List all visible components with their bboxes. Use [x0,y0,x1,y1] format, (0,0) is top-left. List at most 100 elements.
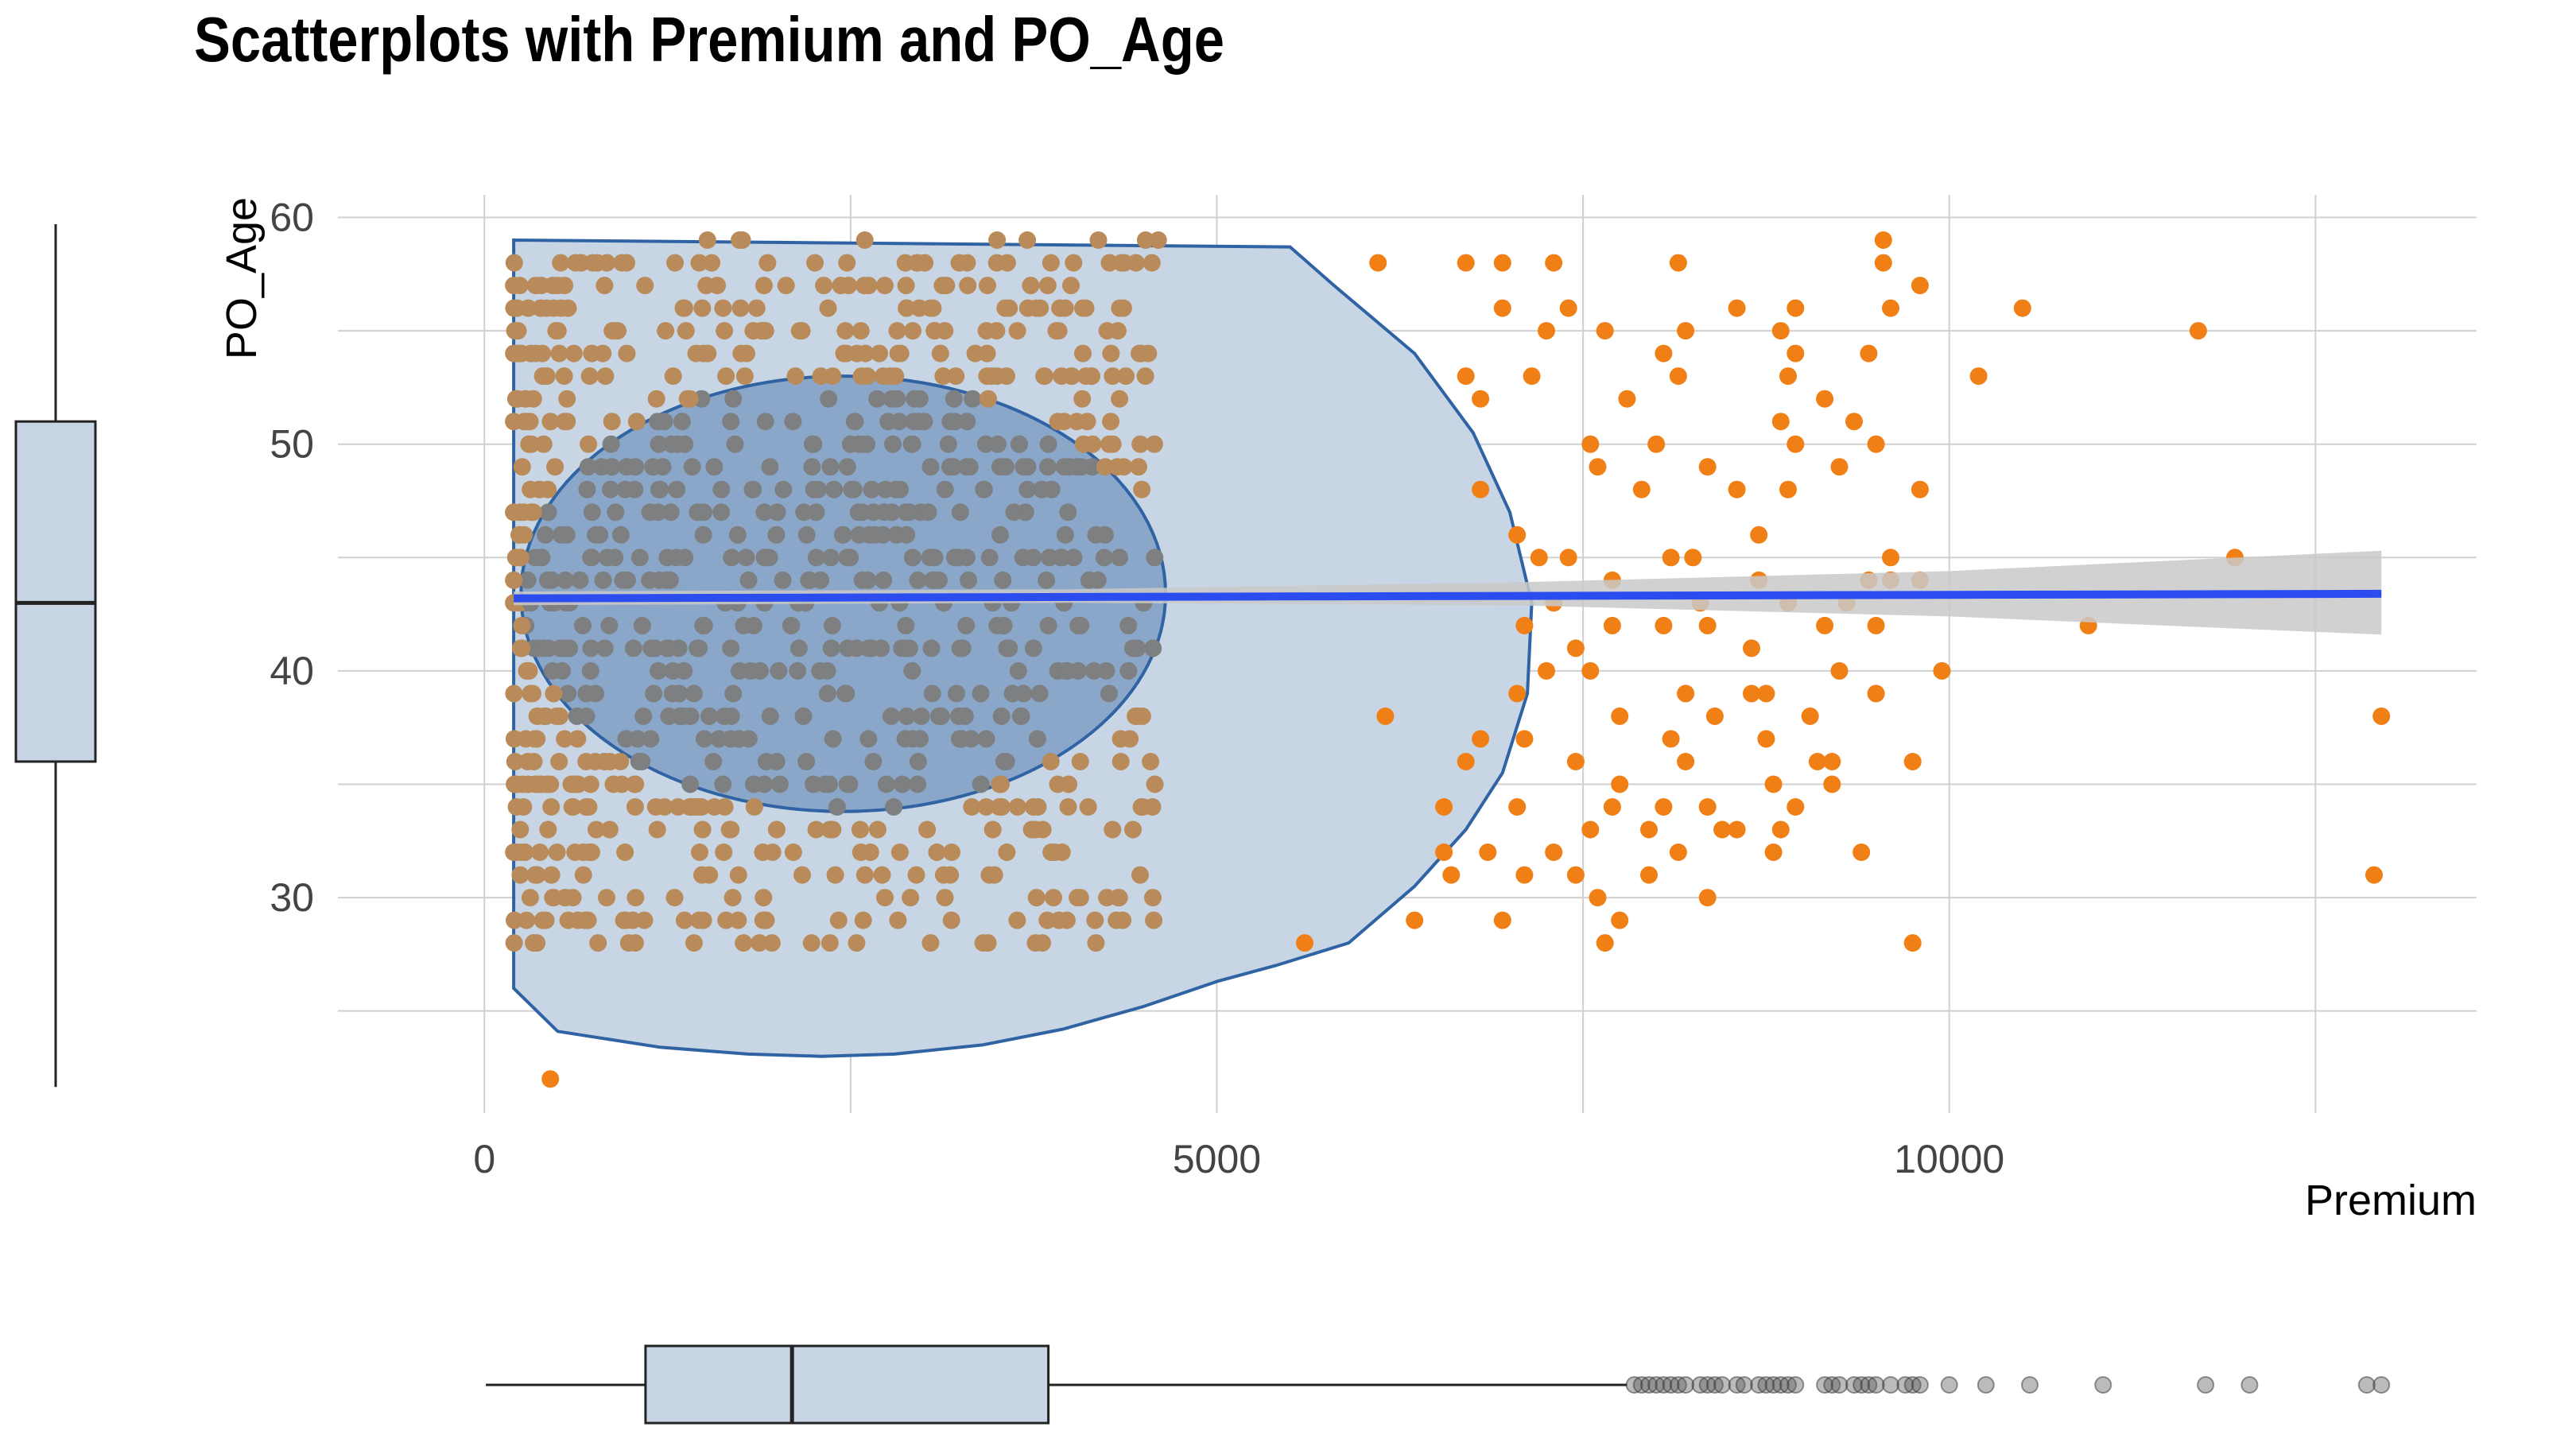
scatter-point [1655,344,1673,363]
dense-point [1146,775,1164,793]
dense-point [1028,730,1046,748]
dense-point [738,344,755,363]
dense-point [717,367,735,386]
dense-point [716,322,734,340]
dense-point [596,367,615,386]
scatter-point [1515,866,1534,884]
dense-point [704,753,723,770]
dense-point [641,571,659,589]
dense-point [543,661,561,680]
dense-point [526,775,545,793]
scatter-point [1787,435,1805,453]
dense-point [564,344,583,363]
dense-point [901,639,918,657]
scatter-point [1603,798,1621,816]
dense-point [1111,390,1129,408]
dense-point [1136,231,1154,249]
scatter-point [1728,820,1746,839]
scatter-point [1457,367,1475,386]
dense-point [950,707,968,725]
scatter-point [1771,322,1790,340]
scatter-point [1457,753,1475,770]
dense-point [898,299,916,317]
scatter-point [1369,254,1387,272]
scatter-point [1581,435,1600,453]
scatter-point [1530,549,1548,567]
dense-point [735,367,754,386]
dense-point [1131,435,1150,453]
scatter-point [1867,684,1885,703]
dense-point [988,616,1007,634]
dense-point [678,390,696,408]
dense-point [618,344,636,363]
dense-point [642,730,660,748]
dense-point [942,911,960,929]
scatter-point [1603,616,1621,634]
dense-point [943,843,960,861]
dense-point [897,277,915,295]
dense-point [537,707,555,725]
dense-point [550,344,568,363]
dense-point [666,254,684,272]
dense-point [1008,322,1026,340]
dense-point [1009,661,1027,680]
dense-point [929,571,948,589]
dense-point [807,503,825,522]
dense-point [714,775,732,793]
dense-point [681,707,700,725]
dense-point [789,661,807,680]
dense-point [755,503,774,522]
dense-point [804,435,821,453]
dense-point [533,549,551,567]
dense-point [882,707,900,725]
dense-point [1027,889,1046,907]
dense-point [700,707,719,725]
scatter-point [1545,843,1563,861]
regression-line-path [514,589,2382,603]
dense-point [691,843,708,861]
dense-point [757,911,775,929]
dense-point [614,571,632,589]
scatter-point [1903,934,1922,952]
dense-point [697,277,716,295]
dense-point [606,549,624,567]
dense-point [972,775,990,793]
dense-point [515,413,533,431]
dense-point [999,639,1018,657]
dense-point [609,322,627,340]
scatter-point [1830,458,1849,476]
dense-point [1127,707,1145,725]
dense-point [1145,435,1163,453]
dense-point [603,413,621,431]
dense-point [545,889,563,907]
dense-point [705,458,724,476]
dense-point [1124,820,1142,839]
y-tick-label: 60 [270,196,314,240]
dense-point [1065,549,1083,567]
dense-point [674,299,692,317]
dense-point [1144,889,1162,907]
y-tick-label: 50 [270,422,314,467]
scatter-point [1903,753,1922,770]
dense-point [977,730,995,748]
dense-point [962,730,980,748]
dense-point [836,684,855,703]
scatter-point [1757,730,1775,748]
dense-point [662,435,681,453]
dense-point [846,413,864,431]
dense-point [1098,889,1116,907]
dense-point [950,254,968,272]
dense-point [755,775,774,793]
dense-point [957,616,976,634]
scatter-point [1589,458,1607,476]
dense-point [875,571,893,589]
dense-point [650,480,668,498]
dense-point [996,299,1014,317]
dense-point [891,344,910,363]
scatter-point [1655,798,1673,816]
dense-point [803,458,821,476]
dense-point [587,525,605,544]
scatter-point [1662,549,1680,567]
dense-point [1068,413,1086,431]
dense-point [724,684,743,703]
